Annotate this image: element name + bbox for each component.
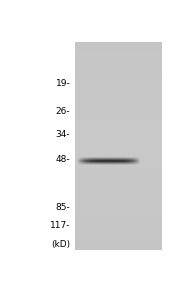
Text: (kD): (kD): [51, 239, 70, 248]
Text: HeLa: HeLa: [105, 44, 131, 54]
Text: 85-: 85-: [55, 202, 70, 211]
Text: 19-: 19-: [55, 79, 70, 88]
Text: 117-: 117-: [50, 221, 70, 230]
Text: 48-: 48-: [56, 155, 70, 164]
Text: 34-: 34-: [56, 130, 70, 139]
Text: 26-: 26-: [56, 107, 70, 116]
